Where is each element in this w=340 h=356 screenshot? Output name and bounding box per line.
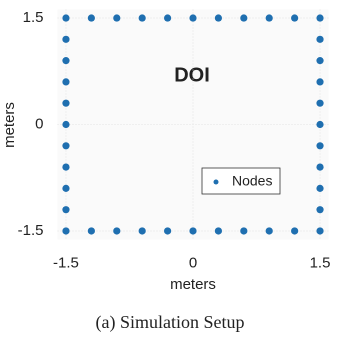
node-point <box>163 227 172 235</box>
node-point <box>62 14 70 22</box>
node-point <box>113 14 121 22</box>
node-point <box>87 14 95 22</box>
y-tick-label: -1.5 <box>18 222 44 239</box>
node-point <box>189 227 197 235</box>
y-axis-label: meters <box>1 102 18 148</box>
node-point <box>138 14 146 22</box>
node-point <box>214 227 223 235</box>
node-point <box>316 57 324 65</box>
node-point <box>214 14 223 22</box>
node-point <box>316 35 324 43</box>
node-point <box>240 227 248 235</box>
annotation: DOI <box>174 64 210 86</box>
node-point <box>316 206 324 214</box>
node-point <box>113 227 121 235</box>
node-point <box>189 14 197 22</box>
legend-marker <box>213 179 219 185</box>
node-point <box>62 227 70 235</box>
x-tick-label: 1.5 <box>310 254 331 271</box>
node-point <box>87 227 95 235</box>
node-point <box>62 206 70 214</box>
node-point <box>316 99 324 107</box>
x-tick-label: -1.5 <box>53 254 79 271</box>
node-point <box>316 227 324 235</box>
node-point <box>62 120 70 129</box>
node-point <box>316 78 324 86</box>
node-point <box>316 184 324 192</box>
legend-label: Nodes <box>232 173 272 189</box>
node-point <box>62 142 70 150</box>
y-tick-label: 1.5 <box>23 9 44 26</box>
node-point <box>62 35 70 43</box>
node-point <box>316 142 324 150</box>
x-axis-label: meters <box>170 276 216 293</box>
node-point <box>62 99 70 107</box>
node-point <box>265 227 273 235</box>
node-point <box>291 227 299 235</box>
node-point <box>62 78 70 86</box>
node-point <box>265 14 273 22</box>
node-point <box>316 120 324 129</box>
node-point <box>240 14 248 22</box>
caption: (a) Simulation Setup <box>96 312 245 333</box>
node-point <box>316 14 324 22</box>
node-point <box>316 163 324 171</box>
y-tick-label: 0 <box>35 115 43 132</box>
node-point <box>62 57 70 65</box>
node-point <box>62 163 70 171</box>
node-point <box>62 184 70 192</box>
node-point <box>163 14 172 22</box>
node-point <box>291 14 299 22</box>
node-point <box>138 227 146 235</box>
x-tick-label: 0 <box>189 254 197 271</box>
